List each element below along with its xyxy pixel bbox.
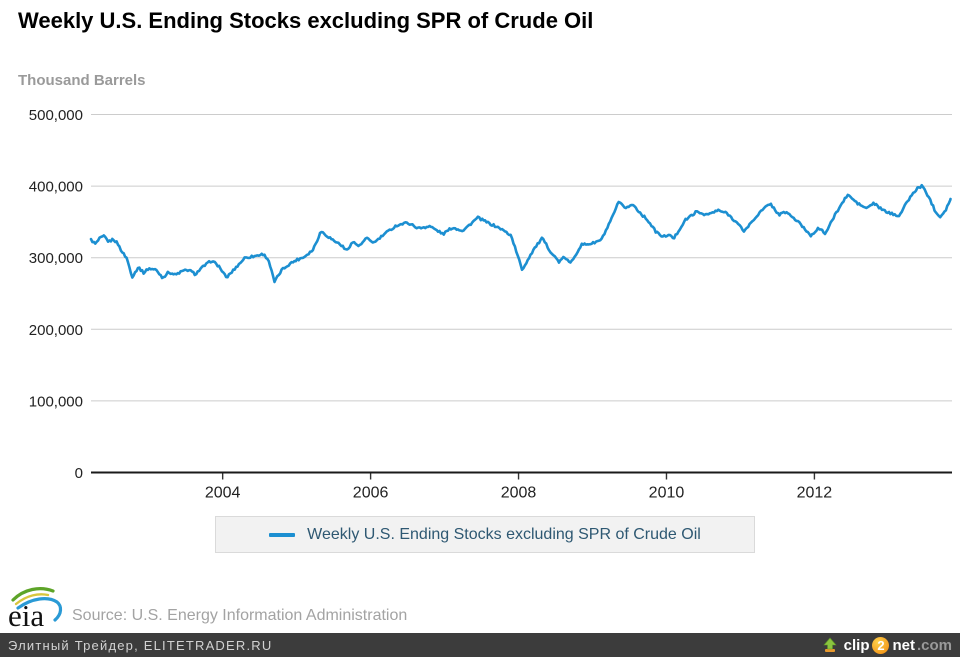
watermark-bar: Элитный Трейдер, ELITETRADER.RU clip 2 n…: [0, 633, 960, 657]
y-axis-label: 0: [75, 465, 83, 482]
clip2net-logo: clip 2 net .com: [821, 636, 952, 654]
x-axis-label: 2010: [649, 485, 685, 502]
x-axis-label: 2012: [797, 485, 833, 502]
x-axis-label: 2008: [501, 485, 537, 502]
legend-label: Weekly U.S. Ending Stocks excluding SPR …: [307, 525, 701, 543]
y-axis-label: 500,000: [29, 107, 83, 124]
eia-logo-icon: eia: [8, 587, 63, 630]
eia-logo-text: eia: [8, 598, 44, 630]
line-chart: 0 100,000 200,000 300,000 400,000 500,000 2004…: [29, 107, 952, 502]
x-axis-label: 2006: [353, 485, 389, 502]
series-line: [89, 183, 952, 284]
y-axis-label: 300,000: [29, 250, 83, 267]
clip2net-text-com: .com: [916, 636, 952, 654]
y-axis-unit-label: Thousand Barrels: [18, 72, 146, 89]
source-attribution: Source: U.S. Energy Information Administ…: [72, 607, 408, 624]
upload-arrow-icon: [822, 637, 837, 652]
chart-legend: Weekly U.S. Ending Stocks excluding SPR …: [215, 516, 755, 553]
clip2net-text-clip: clip: [843, 636, 870, 654]
y-axis-label: 400,000: [29, 179, 83, 196]
clip2net-text-net: net: [892, 636, 915, 654]
chart-title: Weekly U.S. Ending Stocks excluding SPR …: [18, 8, 594, 33]
watermark-site-text: Элитный Трейдер, ELITETRADER.RU: [8, 637, 273, 653]
y-axis-label: 100,000: [29, 393, 83, 410]
legend-line-swatch: [269, 532, 296, 537]
x-axis-label: 2004: [205, 485, 241, 502]
clip2net-badge-2: 2: [872, 636, 890, 654]
y-axis-label: 200,000: [29, 322, 83, 339]
